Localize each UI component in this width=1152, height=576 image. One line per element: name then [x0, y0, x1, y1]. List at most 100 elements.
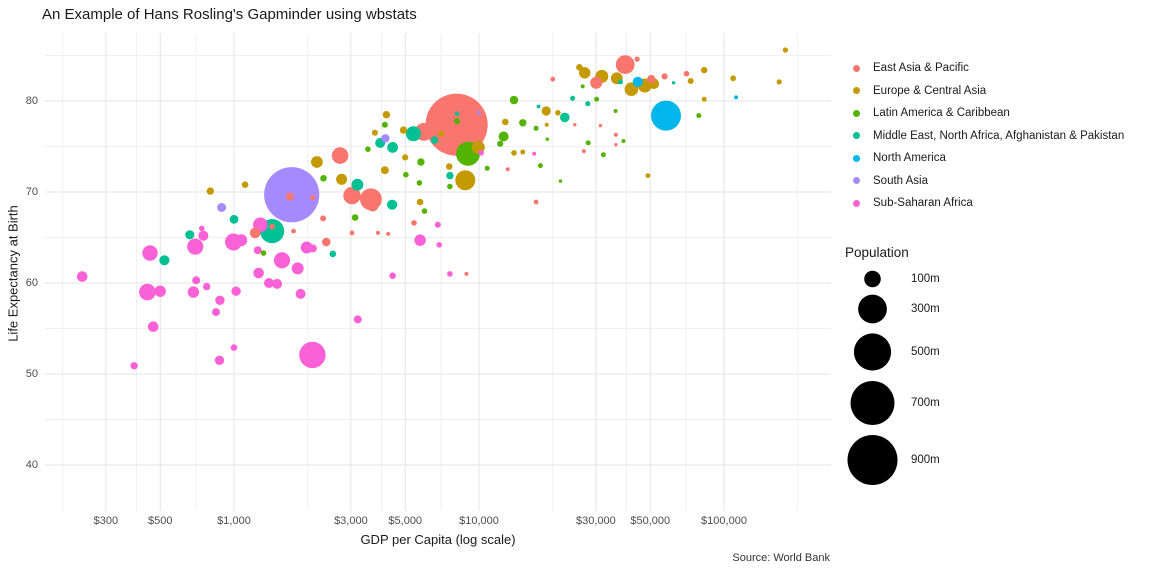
data-bubble	[519, 119, 527, 127]
data-bubble	[445, 163, 453, 170]
x-tick-label: $100,000	[701, 515, 747, 527]
legend-region-item: Middle East, North Africa, Afghanistan &…	[853, 129, 1124, 143]
data-bubble	[544, 122, 549, 127]
data-bubble	[308, 244, 317, 253]
y-tick-label: 70	[25, 186, 38, 198]
data-bubble	[411, 220, 417, 226]
data-bubble	[376, 230, 380, 235]
legend-size-label: 700m	[911, 397, 940, 409]
data-bubble	[366, 199, 379, 212]
data-bubble	[696, 113, 702, 119]
data-bubble	[139, 283, 156, 301]
data-bubble	[253, 246, 262, 255]
data-bubble	[687, 78, 694, 84]
data-bubble	[382, 111, 391, 119]
data-bubble	[187, 286, 200, 298]
data-bubble	[229, 214, 239, 224]
data-bubble	[454, 111, 460, 116]
data-bubble	[621, 139, 626, 143]
legend-color-dot	[853, 177, 860, 184]
data-bubble	[402, 154, 409, 161]
data-bubble	[520, 149, 526, 155]
data-bubble	[651, 100, 681, 131]
data-bubble	[230, 344, 238, 351]
data-bubble	[353, 315, 362, 324]
data-bubble	[416, 180, 423, 186]
data-bubble	[436, 242, 443, 248]
y-tick-label: 60	[25, 277, 38, 289]
data-bubble	[336, 173, 348, 185]
legend-region-label: Europe & Central Asia	[873, 84, 987, 97]
data-bubble	[235, 234, 248, 247]
data-bubble	[192, 276, 201, 285]
data-bubble	[454, 118, 460, 124]
data-bubble	[478, 150, 484, 156]
data-bubble	[734, 95, 739, 100]
data-bubble	[241, 181, 249, 188]
data-bubble	[142, 245, 158, 261]
data-bubble	[497, 140, 504, 147]
legend-color-dot	[853, 87, 860, 94]
data-bubble	[416, 198, 424, 206]
data-bubble	[260, 250, 267, 256]
data-bubble	[421, 208, 428, 214]
data-bubble	[505, 167, 510, 172]
data-bubble	[365, 146, 371, 152]
data-bubble	[579, 67, 591, 79]
data-bubble	[701, 96, 707, 102]
data-bubble	[199, 225, 205, 232]
data-bubble	[541, 106, 551, 116]
source-caption: Source: World Bank	[732, 552, 830, 564]
data-bubble	[581, 149, 586, 154]
data-bubble	[291, 262, 304, 275]
data-bubble	[329, 250, 337, 258]
data-bubble	[214, 355, 225, 365]
y-axis-title: Life Expectancy at Birth	[5, 205, 21, 342]
data-bubble	[203, 282, 211, 291]
data-bubble	[560, 112, 570, 123]
legend-color-dot	[853, 64, 860, 72]
data-bubble	[776, 79, 782, 85]
data-bubble	[570, 95, 576, 101]
data-bubble	[76, 271, 88, 282]
population-legend-title: Population	[845, 245, 909, 260]
data-bubble	[600, 152, 606, 158]
data-bubble	[405, 126, 421, 142]
data-bubble	[576, 64, 583, 71]
data-bubble	[573, 123, 577, 127]
data-bubble	[425, 93, 488, 156]
data-bubble	[212, 308, 220, 317]
data-bubble	[217, 203, 227, 212]
legend-size-label: 500m	[911, 346, 940, 358]
legend-color-dot	[853, 154, 860, 162]
x-tick-label: $1,000	[217, 515, 251, 527]
data-bubble	[291, 228, 296, 234]
data-bubble	[389, 272, 396, 280]
data-bubble	[558, 179, 563, 183]
data-bubble	[498, 131, 509, 142]
data-bubble	[580, 84, 585, 89]
data-bubble	[701, 66, 708, 74]
data-bubble	[295, 288, 306, 299]
data-bubble	[550, 76, 556, 82]
legend-region-item: Sub-Saharan Africa	[853, 196, 973, 210]
x-tick-label: $5,000	[388, 515, 423, 527]
data-bubble	[285, 192, 294, 201]
data-bubble	[545, 137, 549, 141]
data-bubble	[502, 118, 509, 126]
data-bubble	[185, 230, 195, 240]
data-bubble	[645, 173, 651, 179]
x-tick-label: $3,000	[334, 515, 368, 527]
legend-color-dot	[853, 199, 860, 207]
data-bubble	[331, 147, 349, 164]
legend-size-label: 900m	[911, 454, 940, 466]
data-bubble	[386, 231, 391, 236]
data-bubble	[322, 237, 331, 247]
legend-color-dot	[853, 132, 860, 139]
data-bubble	[634, 56, 640, 62]
data-bubble	[438, 130, 445, 137]
legend-region-item: East Asia & Pacific	[853, 61, 969, 75]
data-bubble	[269, 223, 275, 230]
data-bubble	[351, 214, 359, 221]
